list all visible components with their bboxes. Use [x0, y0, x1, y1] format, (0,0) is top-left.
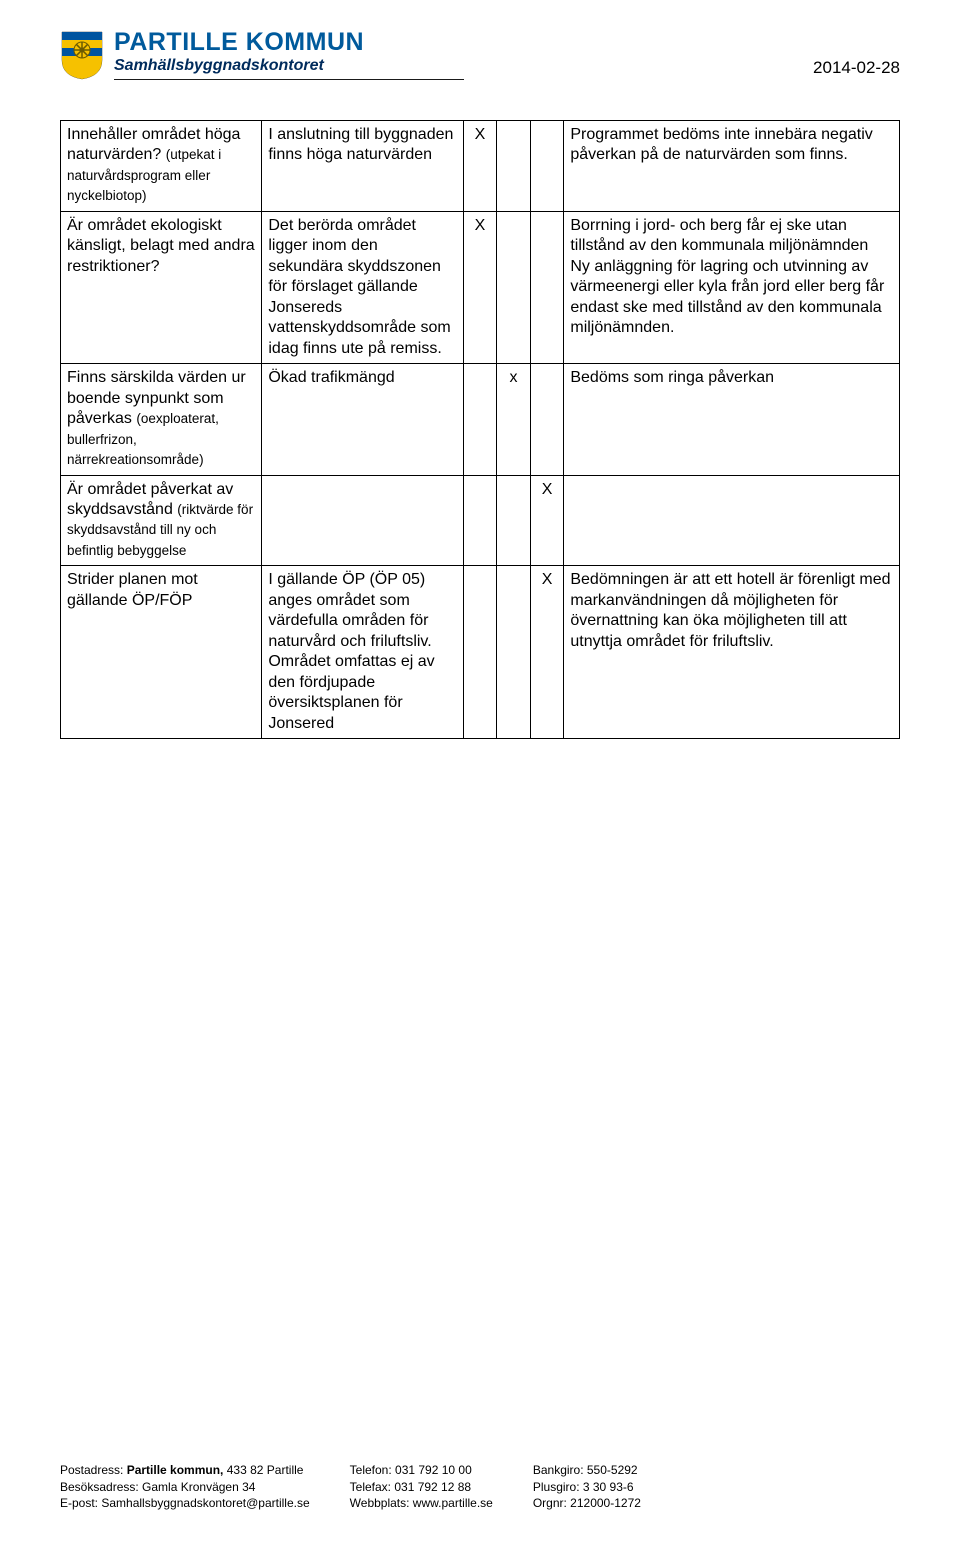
mark-cell-1 [463, 475, 497, 566]
mark-cell-2 [497, 121, 531, 212]
question-cell: Är området ekologiskt känsligt, belagt m… [61, 211, 262, 363]
mark-cell-2 [497, 566, 531, 739]
footer-bold: Partille kommun, [127, 1463, 227, 1477]
footer-line: E-post: Samhallsbyggnadskontoret@partill… [60, 1495, 310, 1511]
page-footer: Postadress: Partille kommun, 433 82 Part… [60, 1462, 900, 1511]
mark-cell-3 [530, 211, 564, 363]
description-cell: Det berörda området ligger inom den seku… [262, 211, 463, 363]
mark-cell-1 [463, 364, 497, 475]
footer-line: Postadress: Partille kommun, 433 82 Part… [60, 1462, 310, 1478]
page: PARTILLE KOMMUN Samhällsbyggnadskontoret… [0, 0, 960, 1551]
mark-cell-3 [530, 121, 564, 212]
footer-col-phone: Telefon: 031 792 10 00 Telefax: 031 792 … [350, 1462, 493, 1511]
question-cell: Finns särskilda värden ur boende synpunk… [61, 364, 262, 475]
mark-cell-2 [497, 211, 531, 363]
footer-label: Postadress: [60, 1463, 127, 1477]
question-main: Strider planen mot gällande ÖP/FÖP [67, 571, 198, 608]
logo-block: PARTILLE KOMMUN Samhällsbyggnadskontoret [60, 30, 900, 80]
table-row: Finns särskilda värden ur boende synpunk… [61, 364, 900, 475]
crest-icon [60, 30, 104, 80]
footer-rest: 433 82 Partille [227, 1463, 304, 1477]
mark-cell-1 [463, 566, 497, 739]
comment-cell: Borrning i jord- och berg får ej ske uta… [564, 211, 900, 363]
mark-cell-2 [497, 475, 531, 566]
comment-cell: Programmet bedöms inte innebära negativ … [564, 121, 900, 212]
mark-cell-3: X [530, 566, 564, 739]
comment-cell: Bedöms som ringa påverkan [564, 364, 900, 475]
footer-line: Bankgiro: 550-5292 [533, 1462, 641, 1478]
table-row: Strider planen mot gällande ÖP/FÖP I gäll… [61, 566, 900, 739]
assessment-table: Innehåller området höga naturvärden? (ut… [60, 120, 900, 739]
footer-line: Telefax: 031 792 12 88 [350, 1479, 493, 1495]
footer-line: Orgnr: 212000-1272 [533, 1495, 641, 1511]
org-text: PARTILLE KOMMUN Samhällsbyggnadskontoret [114, 30, 464, 80]
table-row: Innehåller området höga naturvärden? (ut… [61, 121, 900, 212]
description-cell: I gällande ÖP (ÖP 05) anges området som … [262, 566, 463, 739]
mark-cell-1: X [463, 121, 497, 212]
footer-col-address: Postadress: Partille kommun, 433 82 Part… [60, 1462, 310, 1511]
footer-line: Plusgiro: 3 30 93-6 [533, 1479, 641, 1495]
description-cell: Ökad trafikmängd [262, 364, 463, 475]
mark-cell-1: X [463, 211, 497, 363]
org-name: PARTILLE KOMMUN [114, 30, 464, 55]
footer-line: Besöksadress: Gamla Kronvägen 34 [60, 1479, 310, 1495]
table-row: Är området påverkat av skyddsavstånd (ri… [61, 475, 900, 566]
mark-cell-2: x [497, 364, 531, 475]
footer-line: Webbplats: www.partille.se [350, 1495, 493, 1511]
table-row: Är området ekologiskt känsligt, belagt m… [61, 211, 900, 363]
footer-line: Telefon: 031 792 10 00 [350, 1462, 493, 1478]
description-cell [262, 475, 463, 566]
question-main: Är området ekologiskt känsligt, belagt m… [67, 217, 255, 275]
question-cell: Strider planen mot gällande ÖP/FÖP [61, 566, 262, 739]
comment-cell [564, 475, 900, 566]
footer-col-bank: Bankgiro: 550-5292 Plusgiro: 3 30 93-6 O… [533, 1462, 641, 1511]
mark-cell-3: X [530, 475, 564, 566]
question-cell: Innehåller området höga naturvärden? (ut… [61, 121, 262, 212]
document-header: PARTILLE KOMMUN Samhällsbyggnadskontoret… [60, 30, 900, 110]
comment-cell: Bedömningen är att ett hotell är förenli… [564, 566, 900, 739]
description-cell: I anslutning till byggnaden finns höga n… [262, 121, 463, 212]
question-cell: Är området påverkat av skyddsavstånd (ri… [61, 475, 262, 566]
org-department: Samhällsbyggnadskontoret [114, 57, 464, 80]
document-date: 2014-02-28 [813, 58, 900, 78]
mark-cell-3 [530, 364, 564, 475]
